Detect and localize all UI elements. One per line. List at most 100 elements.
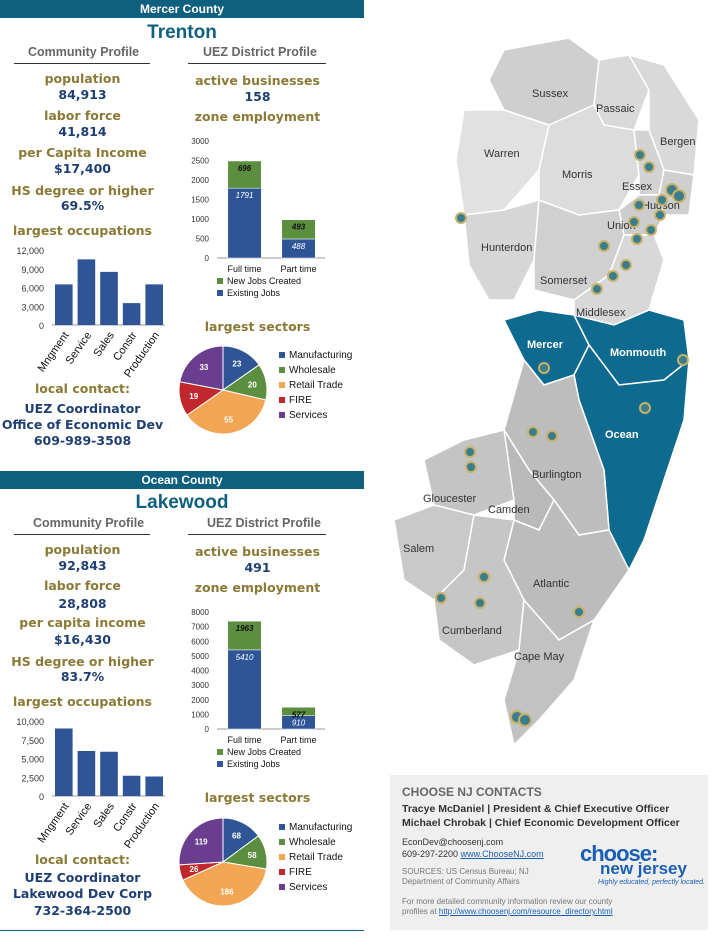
y-tick-label: 1000	[191, 215, 209, 224]
legend-label: Wholesale	[289, 365, 336, 376]
contact-phone: 609-989-3508	[33, 433, 132, 448]
bar	[100, 271, 118, 325]
uez-marker	[474, 597, 486, 609]
bar-segment	[227, 160, 262, 189]
y-tick-label: 2,500	[21, 773, 44, 783]
label-hunterdon: Hunterdon	[481, 242, 532, 254]
local-contact-label: local contact:	[34, 852, 131, 867]
uez-marker	[634, 149, 646, 161]
uez-profile-heading: UEZ District Profile	[203, 45, 317, 59]
data-label: 20	[248, 380, 257, 389]
labor-force-value: 28,808	[58, 596, 107, 611]
data-label: 23	[232, 359, 241, 368]
more-info-line-2: profiles at http://www.choosenj.com/reso…	[402, 907, 613, 916]
nj-county-map: Sussex Passaic Bergen Warren Morris Esse…	[364, 0, 728, 775]
contact-title: UEZ Coordinator	[24, 870, 141, 885]
y-tick-label: 0	[205, 725, 210, 734]
data-label: 55	[224, 415, 233, 424]
y-tick-label: 4000	[191, 667, 209, 676]
legend-label: Manufacturing	[289, 350, 352, 361]
contact-phone-web: 609-297-2200 www.ChooseNJ.com	[402, 849, 544, 859]
legend-swatch	[279, 367, 285, 373]
bar	[100, 751, 118, 796]
labor-force-label: labor force	[44, 578, 121, 593]
legend-swatch	[279, 352, 285, 358]
legend-label: Retail Trade	[289, 852, 343, 863]
legend-swatch	[279, 824, 285, 830]
label-camden: Camden	[488, 504, 530, 516]
uez-marker	[465, 461, 477, 473]
uez-marker	[628, 216, 640, 228]
income-label: per capita income	[19, 615, 146, 630]
legend-label: Wholesale	[289, 837, 336, 848]
uez-marker	[620, 259, 632, 271]
data-label: 488	[292, 242, 306, 251]
label-atlantic: Atlantic	[533, 578, 570, 590]
resource-directory-link[interactable]: http://www.choosenj.com/resource_directo…	[438, 907, 613, 916]
contact-organization: Office of Economic Dev	[1, 417, 164, 432]
label-gloucester: Gloucester	[423, 493, 477, 505]
county-bar-mercer: Mercer County	[0, 0, 364, 18]
pie-slice	[186, 389, 267, 435]
label-sussex: Sussex	[532, 88, 569, 100]
bar-segment	[227, 187, 262, 259]
pie-slice	[178, 817, 224, 866]
county-warren	[455, 109, 550, 216]
bar	[77, 259, 96, 325]
x-tick-label: Mngment	[36, 801, 72, 845]
label-bergen: Bergen	[660, 136, 695, 148]
label-burlington: Burlington	[532, 469, 582, 481]
contact-phone-number: 609-297-2200	[402, 849, 459, 859]
y-tick-label: 5000	[191, 652, 209, 661]
income-value: $16,430	[54, 632, 111, 647]
occupations-chart: 03,0006,0009,00012,000MngmentServiceSale…	[16, 246, 165, 380]
uez-markers	[435, 149, 689, 727]
legend-label: Existing Jobs	[227, 288, 281, 298]
local-contact-label: local contact:	[34, 381, 131, 396]
uez-marker	[478, 571, 490, 583]
y-tick-label: 10,000	[16, 717, 44, 727]
y-tick-label: 2000	[191, 696, 209, 705]
uez-marker	[435, 592, 447, 604]
uez-marker	[645, 224, 657, 236]
bar	[122, 303, 141, 325]
data-label: 577	[292, 710, 306, 719]
y-tick-label: 7000	[191, 623, 209, 632]
legend-label: New Jobs Created	[227, 747, 301, 757]
uez-marker	[573, 606, 585, 618]
data-label: 910	[292, 719, 306, 728]
legend-swatch	[217, 290, 223, 296]
occupations-label: largest occupations	[13, 223, 152, 238]
city-title-lakewood: Lakewood	[135, 492, 229, 513]
data-label: 696	[238, 164, 252, 173]
uez-marker	[464, 446, 476, 458]
income-label: per Capita Income	[18, 145, 147, 160]
legend-swatch	[217, 278, 223, 284]
label-monmouth: Monmouth	[610, 347, 666, 359]
data-label: 1963	[236, 624, 254, 633]
y-tick-label: 6,000	[21, 284, 44, 294]
data-label: 19	[189, 392, 198, 401]
legend-swatch	[279, 839, 285, 845]
y-tick-label: 7,500	[21, 736, 44, 746]
choose-nj-tagline: Highly educated, perfectly located.	[598, 879, 706, 886]
income-value: $17,400	[54, 161, 111, 176]
hs-degree-value: 69.5%	[60, 198, 105, 213]
label-morris: Morris	[562, 169, 593, 181]
active-businesses-value: 158	[244, 89, 271, 104]
employment-chart: 0 1000 2000 3000 4000 5000 6000 7000 8000 5410 196…	[191, 608, 325, 769]
y-tick-label: 0	[205, 254, 210, 263]
uez-marker	[527, 426, 539, 438]
y-tick-label: 0	[39, 792, 44, 802]
website-link[interactable]: www.ChooseNJ.com	[460, 849, 544, 859]
population-value: 84,913	[58, 87, 107, 102]
y-tick-label: 9,000	[21, 265, 44, 275]
uez-marker	[639, 402, 651, 414]
data-label: 493	[291, 223, 306, 232]
uez-marker	[656, 194, 668, 206]
city-title-trenton: Trenton	[147, 22, 217, 43]
y-tick-label: 1000	[191, 710, 209, 719]
data-label: 58	[248, 851, 257, 860]
contact-organization: Lakewood Dev Corp	[12, 886, 153, 901]
contact-email[interactable]: EconDev@choosenj.com	[402, 837, 504, 847]
